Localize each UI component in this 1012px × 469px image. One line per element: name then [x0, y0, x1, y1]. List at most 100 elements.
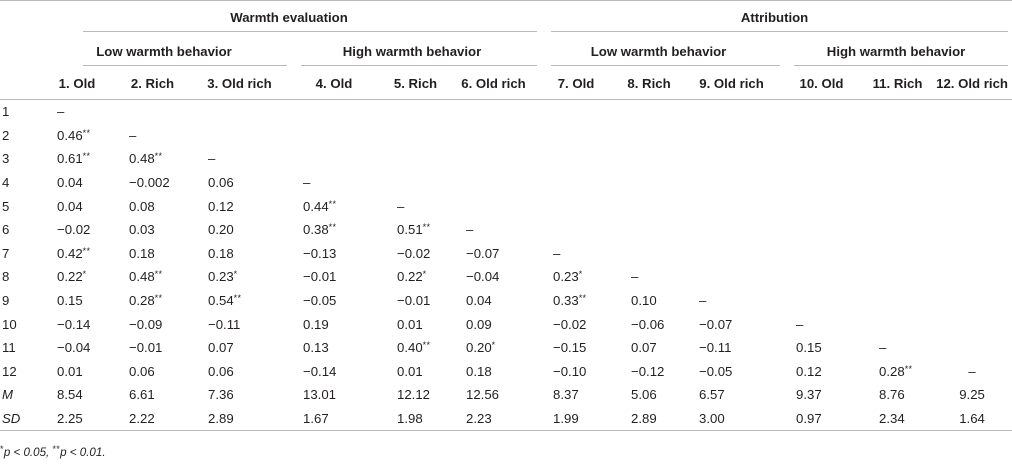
- table-row: 5 0.04 0.08 0.12 0.44** –: [0, 194, 1012, 218]
- table-cell: –: [780, 312, 863, 336]
- table-cell: [450, 171, 537, 195]
- table-cell: [683, 147, 780, 171]
- significance-marker: *: [82, 269, 87, 280]
- table-cell: 0.40**: [381, 336, 450, 360]
- table-body: 1–2 0.46** –3 0.61** 0.48** –4 0.04 −0.002 0.06–…: [0, 100, 1012, 432]
- table-cell: –: [863, 336, 932, 360]
- table-row: 2 0.46** –: [0, 124, 1012, 148]
- table-cell: 0.06: [192, 171, 287, 195]
- table-cell: 0.61**: [41, 147, 113, 171]
- table-cell: [780, 147, 863, 171]
- cell-value: 0.07: [631, 340, 657, 356]
- significance-marker: **: [233, 293, 242, 304]
- table-cell: 0.97: [780, 406, 864, 432]
- row-label: 4: [2, 175, 10, 191]
- subgroup-header: High warmth behavior: [287, 34, 538, 68]
- table-cell: [932, 242, 1012, 266]
- table-row: 3 0.61** 0.48** –: [0, 147, 1012, 171]
- table-cell: [450, 124, 537, 148]
- table-row: 10 −0.14 −0.09 −0.11 0.19 0.01 0.09 −0.02 −0.06 −…: [0, 312, 1012, 336]
- table-cell: 0.01: [381, 360, 450, 384]
- table-cell: [381, 100, 450, 124]
- table-cell: [932, 124, 1012, 148]
- table-cell: 0.18: [450, 360, 537, 384]
- significance-marker: **: [328, 198, 337, 209]
- footnote-text: p < 0.01.: [60, 446, 106, 459]
- significance-marker: *: [491, 340, 496, 351]
- table-cell: −0.05: [683, 360, 780, 384]
- table-cell: 0.12: [780, 360, 863, 384]
- table-cell: 5.06: [615, 383, 683, 407]
- cell-value: 0.28: [129, 293, 155, 309]
- column-header: 6. Old rich: [450, 68, 538, 100]
- table-cell: −0.02: [537, 312, 615, 336]
- table-cell: [192, 100, 287, 124]
- column-header-row: 1. Old 2. Rich 3. Old rich 4. Old 5. Rich 6. …: [0, 68, 1012, 100]
- table-cell: −0.14: [41, 312, 113, 336]
- table-cell: −0.05: [287, 289, 381, 313]
- significance-marker: *: [422, 269, 427, 280]
- table-cell: 13.01: [287, 383, 381, 407]
- table-cell: 1.64: [932, 406, 1012, 432]
- table-cell: [780, 289, 863, 313]
- table-cell: 2.89: [192, 406, 287, 432]
- cell-value: −0.05: [699, 363, 733, 379]
- cell-value: −0.07: [699, 316, 733, 332]
- table-cell: 0.22*: [41, 265, 113, 289]
- cell-value: −0.14: [57, 316, 91, 332]
- cell-value: –: [397, 198, 405, 214]
- cell-value: 9.37: [796, 387, 822, 403]
- cell-value: −0.02: [553, 316, 587, 332]
- table-row: 4 0.04 −0.002 0.06 –: [0, 171, 1012, 195]
- table-cell: [615, 171, 683, 195]
- cell-value: 0.18: [129, 245, 155, 261]
- table-cell: 0.38**: [287, 218, 381, 242]
- table-cell: [615, 194, 683, 218]
- table-cell: [932, 171, 1012, 195]
- row-label: SD: [0, 406, 41, 432]
- cell-value: 0.51: [397, 222, 423, 238]
- cell-value: 0.15: [57, 293, 83, 309]
- table-cell: −0.02: [381, 242, 450, 266]
- table-cell: [863, 100, 932, 124]
- significance-marker: **: [154, 151, 163, 162]
- row-label: 9: [2, 293, 10, 309]
- table-cell: 1.98: [381, 406, 450, 432]
- table-cell: –: [192, 147, 287, 171]
- table-cell: [932, 147, 1012, 171]
- cell-value: 8.54: [57, 387, 83, 403]
- table-cell: 0.07: [192, 336, 287, 360]
- subgroup-header: Low warmth behavior: [537, 34, 781, 68]
- table-cell: 8.37: [537, 383, 615, 407]
- table-cell: [863, 147, 932, 171]
- cell-value: 2.34: [879, 411, 905, 427]
- table-cell: 0.51**: [381, 218, 450, 242]
- table-cell: [863, 289, 932, 313]
- significance-marker: **: [904, 363, 913, 374]
- cell-value: 2.23: [466, 411, 492, 427]
- table-cell: 0.12: [192, 194, 287, 218]
- cell-value: –: [699, 293, 707, 309]
- cell-value: 0.07: [208, 340, 234, 356]
- table-cell: 0.46**: [41, 124, 113, 148]
- table-cell: 6.57: [683, 383, 780, 407]
- cell-value: 0.15: [796, 340, 822, 356]
- cell-value: 2.22: [129, 411, 155, 427]
- table-cell: 12.12: [381, 383, 450, 407]
- table-row: 7 0.42** 0.18 0.18 −0.13 −0.02 −0.07 –: [0, 242, 1012, 266]
- table-cell: [683, 218, 780, 242]
- table-cell: [932, 194, 1012, 218]
- cell-value: 0.54: [208, 293, 234, 309]
- table-cell: [683, 124, 780, 148]
- cell-value: −0.02: [57, 222, 91, 238]
- row-label: 7: [2, 245, 10, 261]
- footnote-star: *: [0, 444, 4, 454]
- table-cell: −0.09: [113, 312, 192, 336]
- cell-value: 8.37: [553, 387, 579, 403]
- cell-value: −0.04: [57, 340, 91, 356]
- table-cell: [780, 171, 863, 195]
- table-cell: 2.25: [41, 406, 113, 432]
- column-header: 1. Old: [41, 68, 113, 100]
- table-cell: –: [450, 218, 537, 242]
- table-row: 9 0.15 0.28** 0.54** −0.05 −0.01 0.04 0.33** 0.1…: [0, 289, 1012, 313]
